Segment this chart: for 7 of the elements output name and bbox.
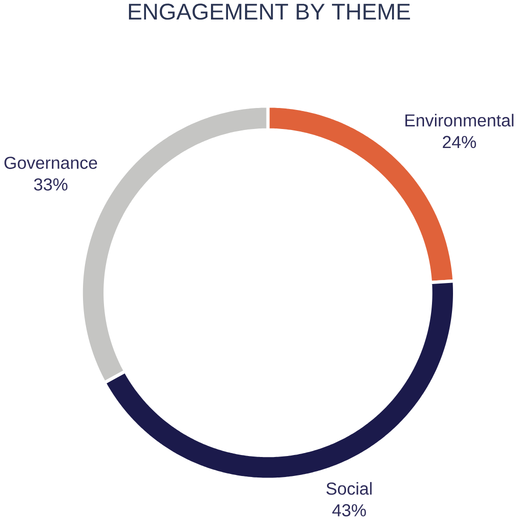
chart-title: ENGAGEMENT BY THEME xyxy=(128,4,410,20)
data-label: 33% xyxy=(34,178,68,191)
data-label: 43% xyxy=(332,504,366,516)
slice-label: Governance xyxy=(4,156,97,169)
data-label: 24% xyxy=(442,136,476,148)
slice-label: Environmental xyxy=(405,114,514,127)
slice-label: Social xyxy=(326,482,372,495)
